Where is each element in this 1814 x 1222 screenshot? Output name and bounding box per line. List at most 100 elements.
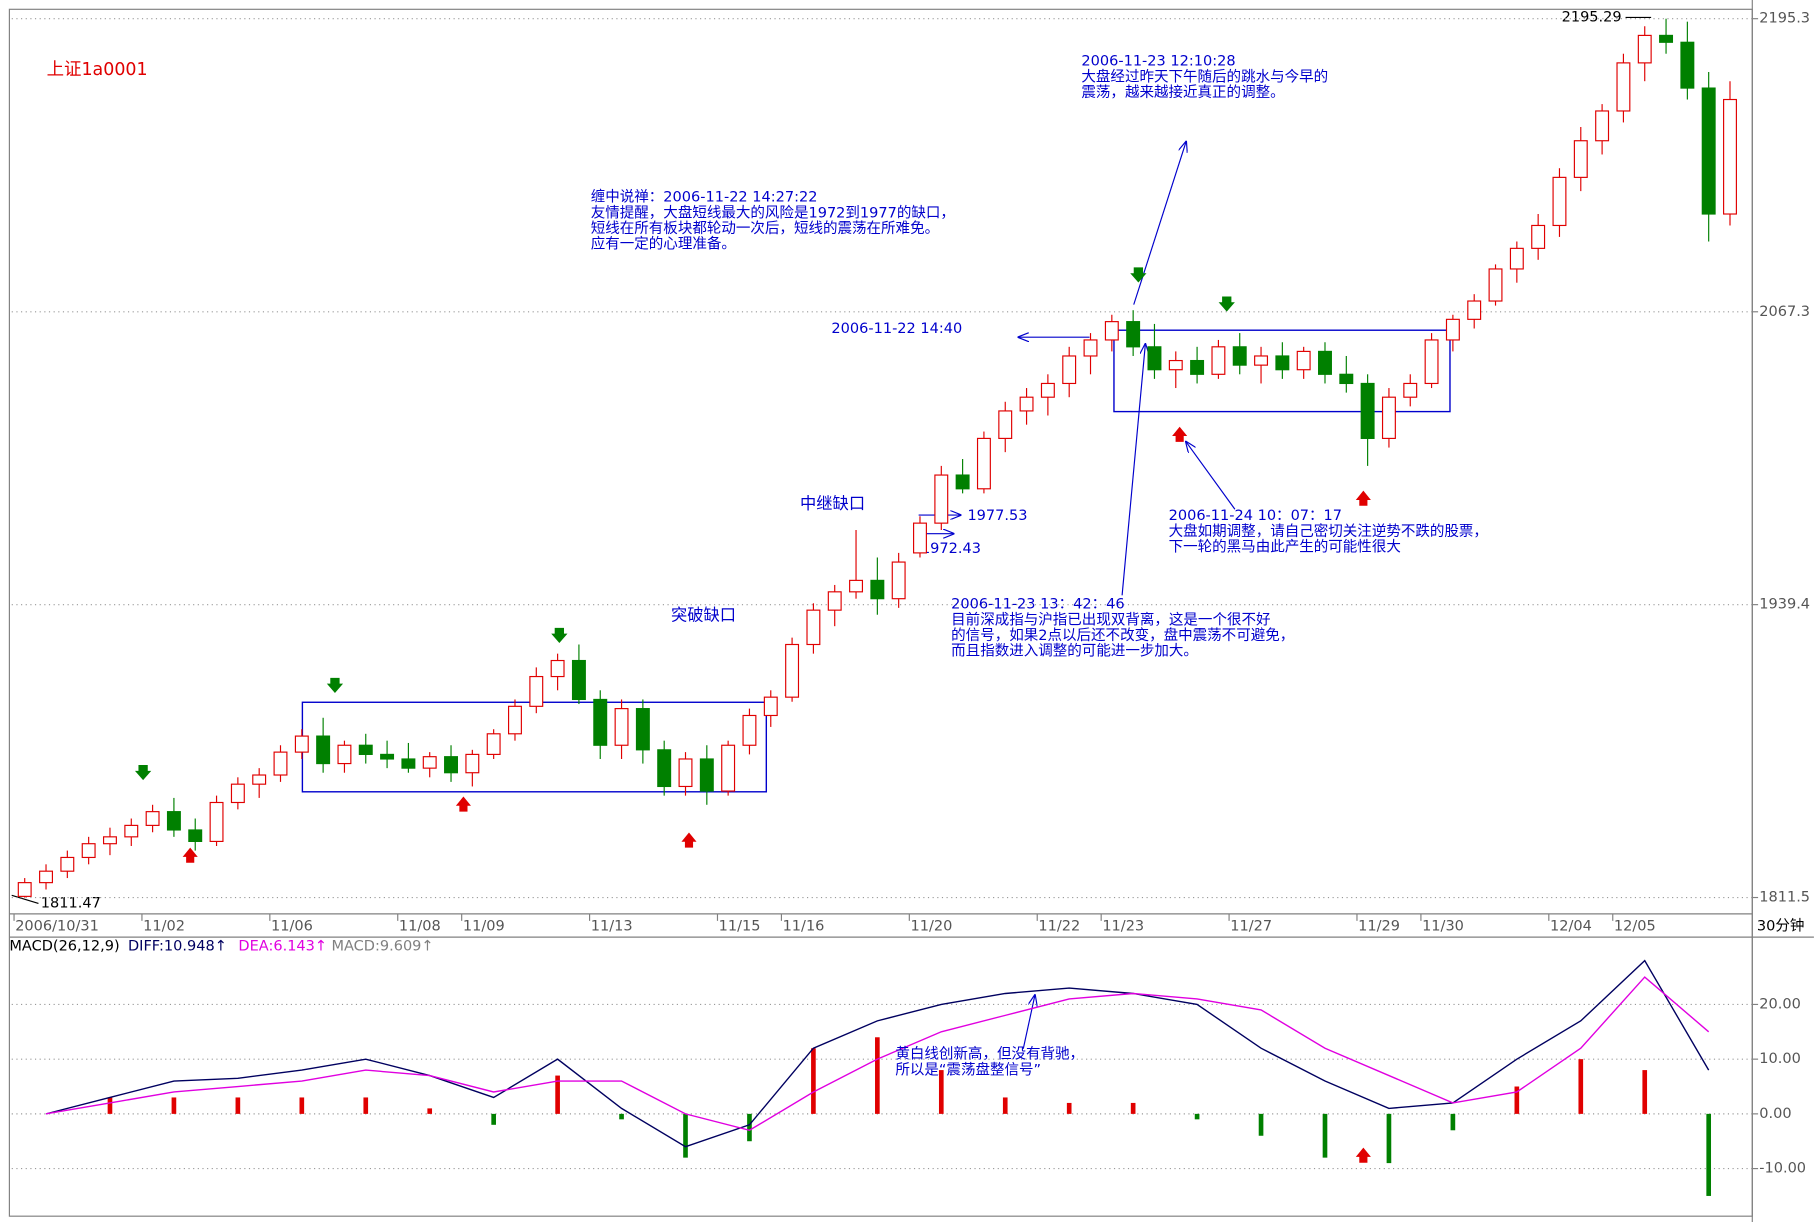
candle-body (380, 753, 395, 760)
macd-bar (1130, 1102, 1136, 1114)
candle-body (1126, 321, 1141, 348)
candle-body (1211, 346, 1226, 375)
candle-body (1019, 396, 1034, 412)
macd-bar (1386, 1113, 1392, 1164)
macd-bar (1514, 1086, 1520, 1114)
macd-bar (683, 1113, 688, 1158)
macd-bar (1002, 1097, 1008, 1114)
x-tick-label: 11/09 (463, 919, 505, 935)
candle-body (657, 749, 672, 788)
candle-body (1509, 247, 1524, 270)
x-tick-label: 11/08 (399, 919, 441, 935)
macd-bar (1578, 1059, 1584, 1114)
annotation-arrow (1186, 442, 1236, 510)
down-arrow (134, 765, 152, 781)
down-arrow (1130, 267, 1147, 283)
y-tick-label: 10.00 (1759, 1051, 1801, 1067)
up-arrow (455, 796, 471, 812)
macd-bar (491, 1113, 496, 1125)
frame (8, 8, 1753, 1217)
annotation-text: 下一轮的黑马由此产生的可能性很大 (1169, 539, 1401, 556)
gap-name: 中继缺口 (800, 494, 865, 513)
annotation-text: 2006-11-24 10：07：17 (1169, 508, 1342, 524)
period-label: 30分钟 (1757, 918, 1805, 935)
candle-body (1360, 382, 1375, 439)
candle-body (465, 753, 480, 774)
candle-body (593, 698, 608, 746)
annotation-arrow (1121, 344, 1145, 596)
y-tick-label: 2195.3 (1759, 11, 1810, 27)
candle-body (1680, 41, 1695, 89)
candle-body (252, 774, 267, 785)
macd-bar (1322, 1113, 1328, 1158)
macd-bar (875, 1037, 880, 1114)
candle-body (81, 843, 96, 859)
candle-body (1062, 355, 1077, 385)
candle-body (827, 591, 842, 611)
gap-label: 1977.53 (967, 508, 1027, 524)
candle-body (230, 783, 245, 804)
legend-entry: DEA:6.143↑ (238, 938, 327, 954)
x-tick-label: 11/27 (1230, 919, 1272, 935)
candle-body (401, 758, 416, 769)
x-tick-label: 2006/10/31 (15, 919, 99, 935)
candle-body (422, 756, 437, 769)
candle-body (1104, 321, 1119, 341)
down-arrow (1218, 296, 1235, 312)
candle-body (1254, 355, 1269, 366)
x-tick-label: 11/22 (1038, 919, 1080, 935)
macd-line (45, 976, 1710, 1132)
up-arrow (1355, 1147, 1371, 1163)
candle-body (1168, 359, 1183, 371)
candle-body (1616, 62, 1631, 112)
candle-body (529, 675, 544, 707)
candle-body (955, 474, 970, 490)
candle-body (1339, 373, 1354, 385)
sell-signals (134, 267, 1235, 781)
candle-body (39, 870, 53, 884)
annotation-arrow (1133, 142, 1186, 305)
macd-bar (299, 1097, 305, 1114)
y-tick-label: -10.00 (1759, 1161, 1806, 1177)
candle-body (1723, 98, 1737, 215)
macd-bar (1258, 1113, 1264, 1136)
gap-name: 突破缺口 (671, 606, 736, 625)
candle-body (870, 579, 885, 600)
x-tick-label: 11/23 (1102, 919, 1144, 935)
candle-body (699, 758, 714, 792)
up-arrow (182, 847, 198, 863)
x-tick-label: 11/15 (719, 919, 761, 935)
annotation-text: 2006-11-23 12:10:28 (1081, 54, 1235, 70)
candle-body (1190, 359, 1205, 375)
candle-body (294, 735, 309, 753)
candle-body (60, 856, 75, 872)
annotation-text: 2006-11-23 13：42：46 (951, 597, 1124, 613)
candle-body (742, 714, 757, 746)
candle-body (507, 705, 522, 735)
candle-body (1232, 346, 1247, 366)
candle-body (635, 708, 650, 751)
candle-body (913, 522, 927, 554)
chart-title: 上证1a0001 (47, 60, 148, 80)
annotation-text: 震荡，越来越接近真正的调整。 (1081, 83, 1284, 101)
candle-body (678, 758, 693, 788)
macd-bar (107, 1097, 113, 1114)
candle-body (1083, 339, 1098, 357)
candle-body (209, 801, 224, 843)
candle-body (273, 751, 288, 776)
candle-body (1403, 382, 1418, 398)
candle-body (17, 882, 32, 897)
candle-body (1552, 176, 1567, 227)
candle-body (145, 811, 160, 826)
candle-body (1659, 34, 1674, 43)
x-tick-label: 12/04 (1550, 919, 1592, 935)
annotation-arrow (1022, 995, 1035, 1049)
candle-body (316, 735, 331, 765)
x-tick-label: 11/02 (143, 919, 185, 935)
annotation-text: 而且指数进入调整的可能进一步加大。 (951, 643, 1198, 660)
candle-body (934, 474, 949, 524)
candle-body (763, 696, 778, 717)
annotation-text: 2006-11-22 14:40 (831, 321, 962, 337)
candle-body (1424, 339, 1439, 385)
